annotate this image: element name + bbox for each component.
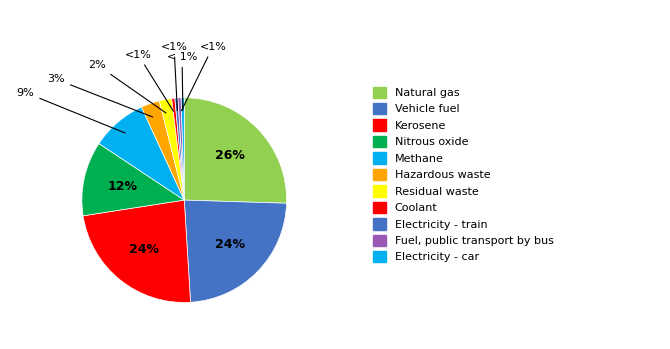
Wedge shape (184, 200, 287, 302)
Wedge shape (175, 98, 184, 200)
Text: 24%: 24% (215, 238, 245, 251)
Wedge shape (141, 101, 184, 200)
Text: <1%: <1% (182, 42, 226, 111)
Text: 2%: 2% (88, 60, 166, 113)
Wedge shape (159, 98, 184, 200)
Text: <1%: <1% (161, 42, 188, 111)
Wedge shape (184, 98, 287, 203)
Wedge shape (82, 143, 184, 216)
Wedge shape (99, 107, 184, 200)
Wedge shape (181, 98, 184, 200)
Text: <1%: <1% (125, 50, 174, 111)
Wedge shape (172, 98, 184, 200)
Wedge shape (83, 200, 190, 303)
Text: < 1%: < 1% (167, 52, 197, 110)
Text: 26%: 26% (215, 149, 245, 162)
Legend: Natural gas, Vehicle fuel, Kerosene, Nitrous oxide, Methane, Hazardous waste, Re: Natural gas, Vehicle fuel, Kerosene, Nit… (367, 81, 559, 268)
Text: 12%: 12% (107, 180, 137, 193)
Text: 9%: 9% (17, 88, 125, 133)
Text: 3%: 3% (48, 74, 153, 117)
Wedge shape (178, 98, 184, 200)
Text: 24%: 24% (129, 243, 159, 256)
